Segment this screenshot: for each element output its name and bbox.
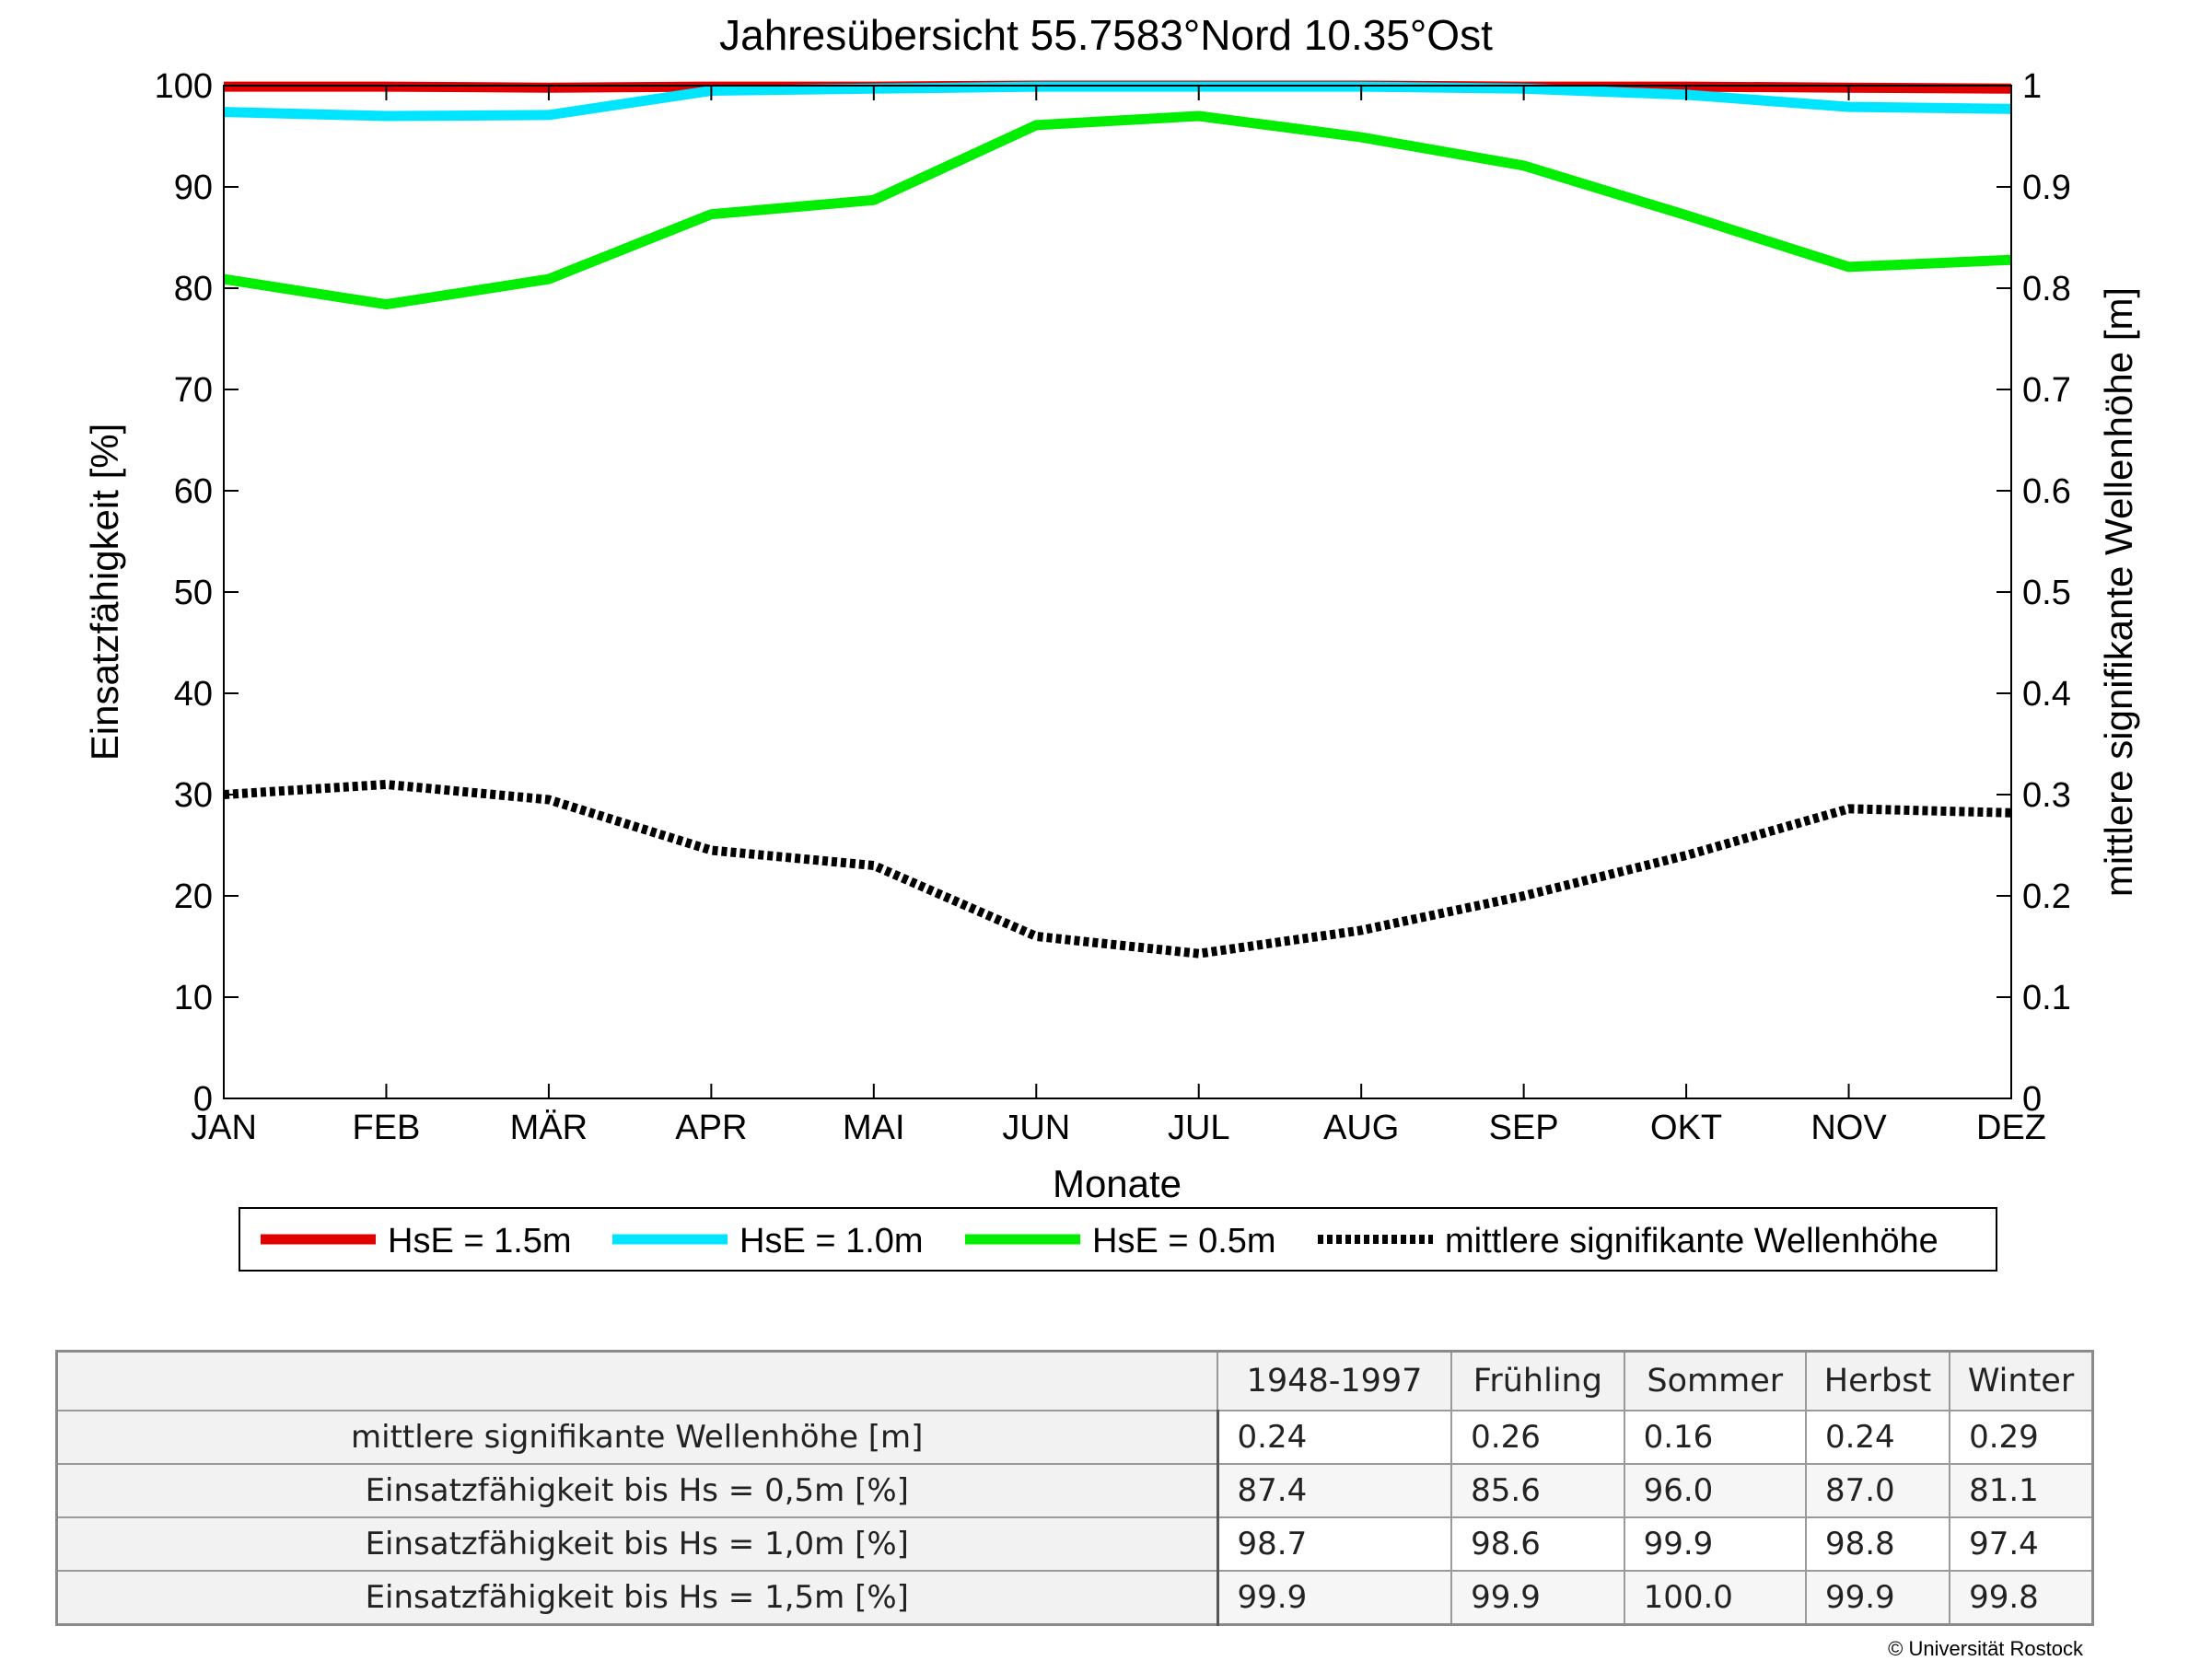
x-tick-label: MAI [843, 1109, 905, 1147]
table-row-label: Einsatzfähigkeit bis Hs = 1,5m [%] [55, 1570, 1219, 1626]
table-header-cell: 1948-1997 [1216, 1350, 1453, 1411]
table-row-label: Einsatzfähigkeit bis Hs = 0,5m [%] [55, 1463, 1219, 1518]
table-cell: 97.4 [1949, 1516, 2094, 1572]
table-cell: 99.8 [1949, 1570, 2094, 1626]
series-line-mittlere-signifikante-wellenh-he [223, 780, 2012, 958]
y-tick-label: 60 [174, 472, 213, 511]
legend [239, 1207, 1997, 1272]
y2-tick-label: 0.2 [2022, 877, 2071, 916]
x-tick-label: DEZ [1976, 1109, 2046, 1147]
plot-lines [223, 80, 2012, 958]
y2-tick-label: 0.7 [2022, 371, 2071, 410]
table-cell: 87.0 [1804, 1463, 1951, 1518]
y-tick-label: 50 [174, 574, 213, 612]
table-header-cell: Winter [1949, 1350, 2094, 1411]
copyright-text: © Universität Rostock [1888, 1637, 2083, 1660]
table-cell: 0.16 [1623, 1410, 1807, 1465]
table-header-cell: Sommer [1623, 1350, 1807, 1411]
table-cell: 85.6 [1450, 1463, 1625, 1518]
table-cell: 100.0 [1623, 1570, 1807, 1626]
x-tick-label: OKT [1650, 1109, 1722, 1147]
table-cell: 98.8 [1804, 1516, 1951, 1572]
y2-tick-label: 0.6 [2022, 472, 2071, 511]
legend-label: HsE = 1.5m [388, 1222, 572, 1260]
table-cell: 87.4 [1216, 1463, 1453, 1518]
x-tick-label: MÄR [510, 1109, 588, 1147]
x-tick-label: FEB [353, 1109, 421, 1147]
summary-table: 1948-1997 Frühling Sommer Herbst Winter … [55, 1350, 2094, 1626]
table-corner-cell [55, 1350, 1218, 1411]
table-cell: 96.0 [1623, 1463, 1807, 1518]
x-tick-label: APR [675, 1109, 747, 1147]
table-cell: 98.7 [1216, 1516, 1453, 1572]
y2-tick-label: 0.9 [2022, 168, 2071, 207]
y-tick-label: 0 [193, 1080, 213, 1119]
table-cell: 0.24 [1216, 1410, 1453, 1465]
y2-tick-label: 0.5 [2022, 574, 2071, 612]
table-row-label: Einsatzfähigkeit bis Hs = 1,0m [%] [55, 1516, 1219, 1572]
y2-tick-label: 1 [2022, 67, 2042, 106]
y2-tick-label: 0.3 [2022, 776, 2071, 815]
table-cell: 99.9 [1450, 1570, 1625, 1626]
table-cell: 0.26 [1450, 1410, 1625, 1465]
table-cell: 99.9 [1623, 1516, 1807, 1572]
table-row: Einsatzfähigkeit bis Hs = 0,5m [%] 87.4 … [55, 1463, 2094, 1518]
legend-label: HsE = 1.0m [739, 1222, 924, 1260]
y2-axis-label: mittlere signifikante Wellenhöhe [m] [2097, 287, 2140, 897]
x-tick-label: JUN [1002, 1109, 1070, 1147]
y2-tick-label: 0.8 [2022, 270, 2071, 308]
x-tick-label: AUG [1323, 1109, 1399, 1147]
table-cell: 81.1 [1949, 1463, 2094, 1518]
y-tick-label: 100 [155, 67, 213, 106]
y-tick-label: 90 [174, 168, 213, 207]
series-line-hse-1-0m [223, 81, 2012, 122]
x-tick-label: JUL [1168, 1109, 1230, 1147]
y-tick-label: 10 [174, 979, 213, 1017]
table-cell: 0.29 [1949, 1410, 2094, 1465]
y-tick-label: 40 [174, 675, 213, 714]
table-cell: 98.6 [1450, 1516, 1625, 1572]
table-header-cell: Herbst [1804, 1350, 1951, 1411]
legend-items: HsE = 1.5m HsE = 1.0m HsE = 0.5m mittlere s… [261, 1222, 1938, 1260]
y-tick-label: 20 [174, 877, 213, 916]
table-row: Einsatzfähigkeit bis Hs = 1,0m [%] 98.7 … [55, 1516, 2094, 1572]
table-row: mittlere signifikante Wellenhöhe [m] 0.2… [55, 1410, 2094, 1465]
legend-label: HsE = 0.5m [1092, 1222, 1276, 1260]
series-line-hse-0-5m [223, 110, 2012, 310]
table-header-cell: Frühling [1450, 1350, 1625, 1411]
table-row: Einsatzfähigkeit bis Hs = 1,5m [%] 99.9 … [55, 1570, 2094, 1626]
chart: Jahresübersicht 55.7583°Nord 10.35°Ost 0… [83, 11, 2140, 1272]
y-tick-label: 80 [174, 270, 213, 308]
y2-tick-label: 0.4 [2022, 675, 2071, 714]
x-tick-label: NOV [1810, 1109, 1887, 1147]
x-tick-label: JAN [191, 1109, 257, 1147]
table-cell: 99.9 [1804, 1570, 1951, 1626]
y-tick-label: 70 [174, 371, 213, 410]
legend-label: mittlere signifikante Wellenhöhe [1445, 1222, 1938, 1260]
y-axis-label: Einsatzfähigkeit [%] [83, 424, 126, 761]
table-row-label: mittlere signifikante Wellenhöhe [m] [55, 1410, 1219, 1465]
x-tick-label: SEP [1489, 1109, 1559, 1147]
y-tick-label: 30 [174, 776, 213, 815]
y2-tick-label: 0.1 [2022, 979, 2071, 1017]
y2-tick-label: 0 [2022, 1080, 2042, 1119]
x-axis-label: Monate [1053, 1162, 1182, 1205]
axes: 0 10 20 30 40 50 60 70 80 90 100 0 0.1 0.2 0.3 0.4 0.5 0.… [155, 67, 2071, 1147]
table-cell: 99.9 [1216, 1570, 1453, 1626]
table-header-row: 1948-1997 Frühling Sommer Herbst Winter [55, 1350, 2094, 1411]
table-cell: 0.24 [1804, 1410, 1951, 1465]
chart-title: Jahresübersicht 55.7583°Nord 10.35°Ost [719, 11, 1493, 59]
